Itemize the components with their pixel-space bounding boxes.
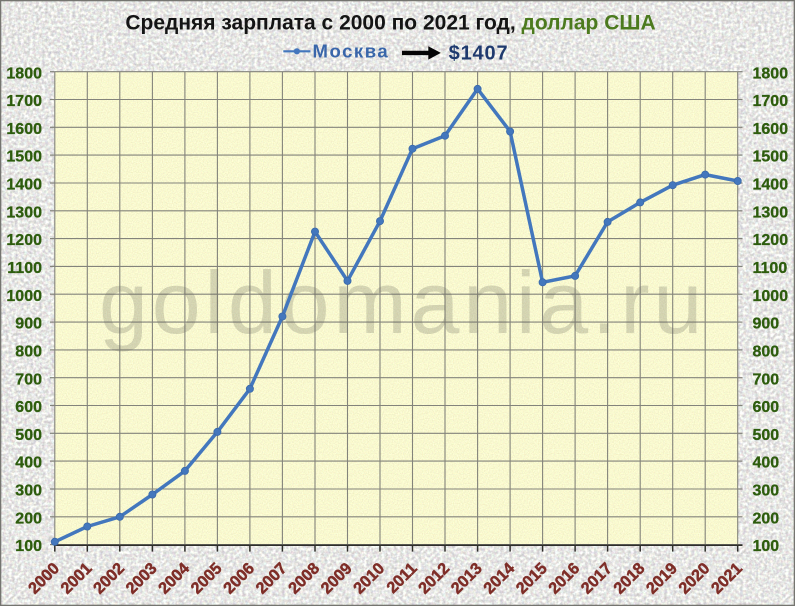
svg-text:500: 500 xyxy=(15,427,42,444)
svg-text:goldomania.ru: goldomania.ru xyxy=(99,253,706,352)
svg-text:300: 300 xyxy=(15,483,42,500)
svg-text:900: 900 xyxy=(15,316,42,333)
svg-text:1100: 1100 xyxy=(753,260,788,277)
svg-text:1000: 1000 xyxy=(753,288,789,305)
svg-text:1400: 1400 xyxy=(753,177,789,194)
svg-text:1700: 1700 xyxy=(753,93,789,110)
svg-text:100: 100 xyxy=(753,538,780,555)
svg-text:1500: 1500 xyxy=(753,149,789,166)
svg-text:1000: 1000 xyxy=(6,288,42,305)
svg-text:500: 500 xyxy=(753,427,780,444)
svg-text:1600: 1600 xyxy=(6,121,42,138)
svg-text:800: 800 xyxy=(753,344,780,361)
svg-text:100: 100 xyxy=(15,538,42,555)
svg-text:300: 300 xyxy=(753,483,780,500)
svg-text:1800: 1800 xyxy=(6,65,42,82)
svg-text:800: 800 xyxy=(15,344,42,361)
svg-text:200: 200 xyxy=(753,510,780,527)
svg-text:1300: 1300 xyxy=(6,204,42,221)
svg-text:600: 600 xyxy=(15,399,42,416)
svg-text:$1407: $1407 xyxy=(449,43,509,65)
svg-text:400: 400 xyxy=(15,455,42,472)
svg-text:Москва: Москва xyxy=(313,41,390,62)
svg-text:Средняя зарплата с 2000 по 202: Средняя зарплата с 2000 по 2021 год, дол… xyxy=(125,11,655,34)
svg-text:700: 700 xyxy=(15,371,42,388)
svg-text:1500: 1500 xyxy=(6,149,42,166)
svg-text:900: 900 xyxy=(753,316,780,333)
svg-text:1700: 1700 xyxy=(6,93,42,110)
svg-text:400: 400 xyxy=(753,455,780,472)
svg-text:1600: 1600 xyxy=(753,121,789,138)
svg-text:600: 600 xyxy=(753,399,780,416)
svg-text:200: 200 xyxy=(15,510,42,527)
svg-text:1800: 1800 xyxy=(753,65,789,82)
svg-text:700: 700 xyxy=(753,371,780,388)
svg-text:1200: 1200 xyxy=(753,232,789,249)
svg-text:1100: 1100 xyxy=(7,260,42,277)
svg-text:1300: 1300 xyxy=(753,204,789,221)
svg-text:1200: 1200 xyxy=(6,232,42,249)
svg-text:1400: 1400 xyxy=(6,177,42,194)
